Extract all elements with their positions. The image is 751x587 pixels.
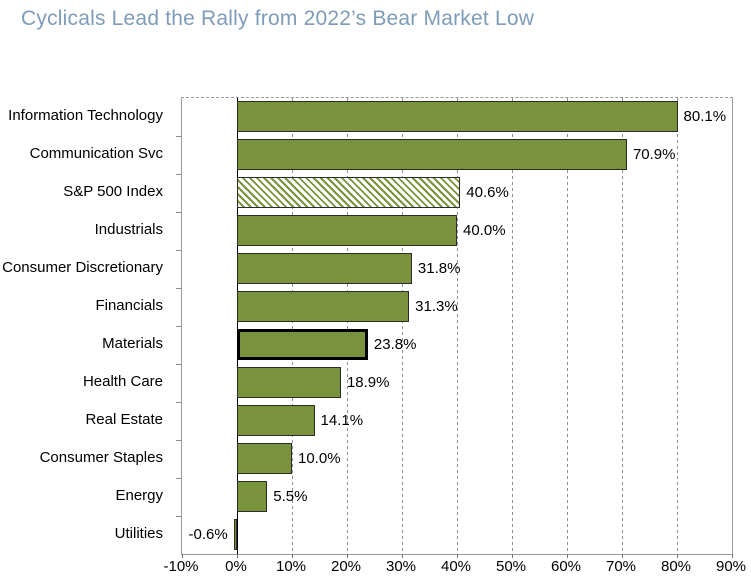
bar-industrials [237,215,457,246]
y-axis-tick [176,174,181,175]
x-axis-labels: -10% 0% 10% 20% 30% 40% 50% 60% 70% 80% 90% [163,558,746,580]
x-axis-tick [182,554,183,558]
x-tick-label: 50% [495,558,527,575]
value-label: 14.1% [320,412,364,429]
bar-consumer-staples [237,443,292,474]
category-axis-labels: Information Technology Communication Svc S… [0,97,171,553]
x-axis-tick [622,554,623,558]
x-axis-tick [237,554,238,558]
x-axis-tick [347,554,348,558]
x-tick-label: -10% [163,558,199,575]
y-axis-tick [176,364,181,365]
x-tick-label: 30% [385,558,417,575]
category-label-energy: Energy [115,487,163,504]
x-axis-tick [457,554,458,558]
bar-financials [237,291,410,322]
gridline-70 [622,98,623,554]
y-axis-tick [176,516,181,517]
x-tick-label: 80% [660,558,692,575]
value-label: 23.8% [373,336,417,353]
value-label: 10.0% [298,450,341,467]
bar-row: 5.5% [182,478,732,516]
value-label: 31.8% [417,260,461,277]
bar-information-technology [237,101,678,132]
plot-area: 80.1% 70.9% 40.6% 40.0% 31.8% 31.3% 23.8% 18.9%… [176,97,733,558]
bar-energy [237,481,268,512]
value-label: 40.6% [466,184,509,201]
y-axis-tick [176,136,181,137]
bar-s-p-500-index [237,177,461,208]
bar-communication-svc [237,139,627,170]
bar-row: -0.6% [182,516,732,554]
bar-row: 40.6% [182,174,732,212]
x-tick-label: 60% [550,558,582,575]
gridline-60 [567,98,568,554]
category-label-utilities: Utilities [114,525,163,542]
x-tick-label: 70% [605,558,637,575]
value-label: -0.6% [188,526,228,543]
category-label-consumer-discretionary: Consumer Discretionary [2,259,163,276]
x-axis-tick [292,554,293,558]
bar-consumer-discretionary [237,253,412,284]
category-label-communication-svc: Communication Svc [29,145,163,162]
bar-row: 23.8% [182,326,732,364]
y-axis-tick [176,478,181,479]
value-label: 5.5% [273,488,308,505]
y-axis-tick [176,402,181,403]
gridline-40 [457,98,458,554]
gridline-50 [512,98,513,554]
x-tick-label: 0% [225,558,247,575]
gridline-20 [347,98,348,554]
y-axis-tick [176,250,181,251]
x-tick-label: 90% [715,558,747,575]
x-tick-label: 20% [330,558,362,575]
x-tick-label: 40% [440,558,472,575]
value-label: 18.9% [346,374,390,391]
bar-row: 14.1% [182,402,732,440]
y-axis-tick [176,326,181,327]
gridline-10 [292,98,293,554]
bar-utilities [233,519,237,550]
bar-row: 10.0% [182,440,732,478]
category-label-industrials: Industrials [94,221,163,238]
bar-row: 80.1% [182,98,732,136]
y-axis-tick [176,288,181,289]
bar-health-care [237,367,341,398]
category-label-materials: Materials [102,335,163,352]
value-label: 70.9% [632,146,676,163]
bar-materials [237,329,368,360]
x-axis-tick [402,554,403,558]
gridline-30 [402,98,403,554]
gridline-80 [677,98,678,554]
value-label: 40.0% [463,222,506,239]
x-tick-label: 10% [275,558,307,575]
zero-axis-line [237,98,238,554]
y-axis-tick [176,212,181,213]
category-label-information-technology: Information Technology [8,107,163,124]
bar-row: 40.0% [182,212,732,250]
chart-title: Cyclicals Lead the Rally from 2022’s Bea… [21,7,535,30]
category-label-s-p-500-index: S&P 500 Index [63,183,163,200]
y-axis-tick [176,440,181,441]
value-label: 80.1% [683,108,727,125]
x-axis-tick [732,554,733,558]
bar-row: 70.9% [182,136,732,174]
x-axis-tick [677,554,678,558]
bar-row: 31.3% [182,288,732,326]
x-axis-tick [567,554,568,558]
bar-row: 18.9% [182,364,732,402]
category-label-consumer-staples: Consumer Staples [39,449,163,466]
category-label-financials: Financials [95,297,163,314]
value-label: 31.3% [415,298,458,315]
x-axis-tick [512,554,513,558]
bar-row: 31.8% [182,250,732,288]
category-label-real-estate: Real Estate [85,411,163,428]
category-label-health-care: Health Care [82,373,163,390]
bar-real-estate [237,405,315,436]
